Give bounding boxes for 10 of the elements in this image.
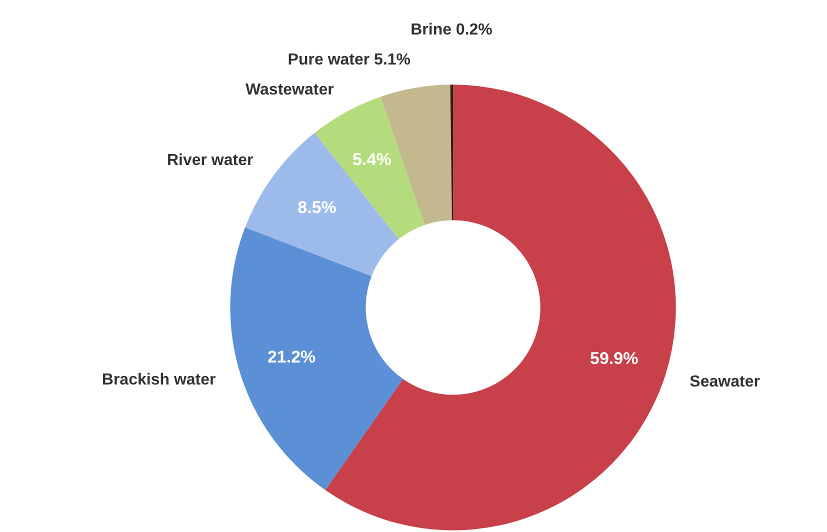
slice-label: Wastewater [246, 81, 334, 98]
data-label: 59.9% [590, 348, 638, 368]
slice-label: Seawater [690, 374, 760, 391]
slice-label: Brackish water [102, 371, 216, 388]
slice-label: Brine 0.2% [410, 22, 492, 39]
data-label: 5.4% [352, 150, 392, 169]
slice-label: River water [166, 152, 254, 169]
data-label: 8.5% [298, 198, 336, 217]
slice-label: Pure water 5.1% [288, 52, 411, 69]
data-label: 21.2% [267, 347, 316, 366]
